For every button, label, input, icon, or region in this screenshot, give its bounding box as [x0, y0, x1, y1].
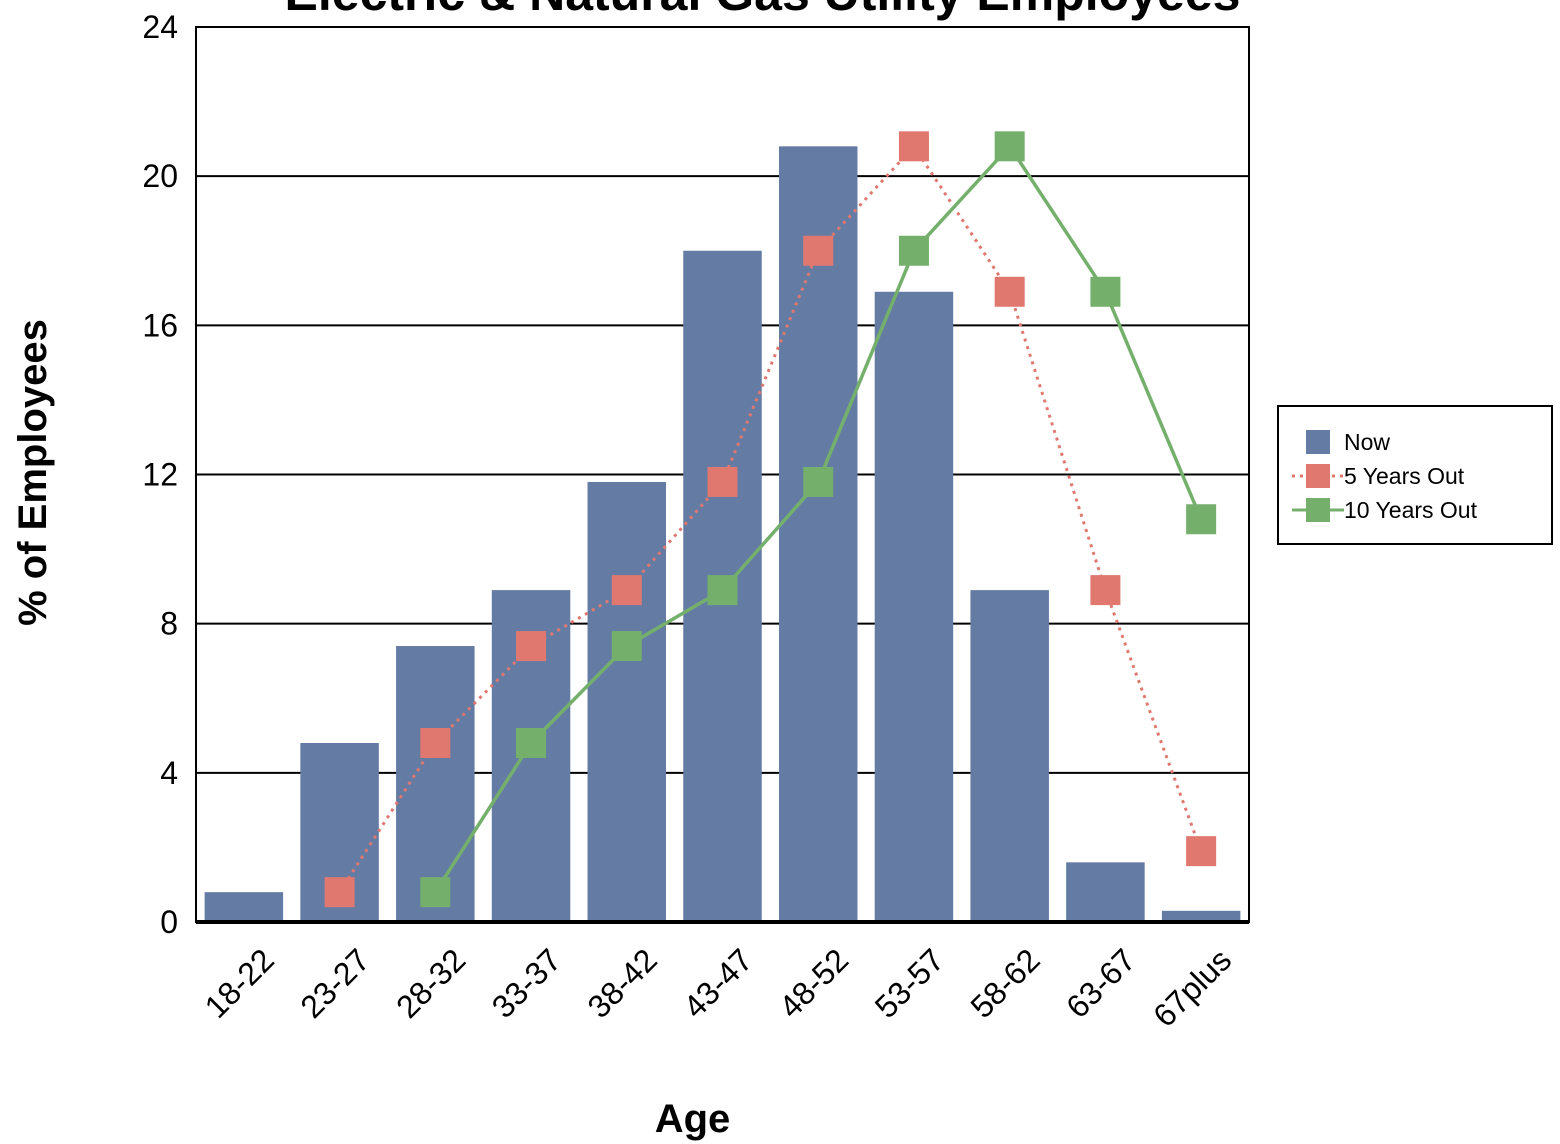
y-axis-title: % of Employees [11, 319, 55, 626]
line-series [324, 131, 1217, 908]
bar [1161, 910, 1241, 922]
data-point-marker [1186, 836, 1217, 867]
bar [587, 481, 667, 922]
legend-swatch [1306, 430, 1330, 454]
data-point-marker [707, 466, 738, 497]
x-axis-title: Age [655, 1097, 731, 1141]
x-tick-label: 63-67 [1059, 942, 1142, 1025]
x-tick-label: 18-22 [198, 942, 281, 1025]
x-tick-labels: 18-22 23-27 28-32 33-37 38-42 43-47 48-52 53-57… [198, 942, 1239, 1034]
x-tick-label: 23-27 [293, 942, 376, 1025]
data-point-marker [1090, 276, 1121, 307]
y-tick-label: 12 [142, 457, 178, 493]
legend-label: Now [1344, 429, 1390, 455]
data-point-marker [803, 466, 834, 497]
data-point-marker [707, 575, 738, 606]
legend-label: 10 Years Out [1344, 497, 1478, 523]
legend: Now 5 Years Out 10 Years Out [1277, 405, 1553, 545]
data-point-marker [898, 131, 929, 162]
data-point-marker [611, 575, 642, 606]
data-point-marker [1186, 504, 1217, 535]
x-tick-label: 43-47 [676, 942, 759, 1025]
x-tick-label: 38-42 [581, 942, 664, 1025]
legend-swatch [1306, 498, 1330, 522]
x-tick-label: 28-32 [389, 942, 472, 1025]
bar [778, 146, 858, 923]
y-tick-label: 4 [160, 755, 178, 791]
y-tick-label: 0 [160, 904, 178, 940]
y-tick-label: 24 [142, 9, 178, 45]
x-tick-label: 67plus [1146, 942, 1238, 1034]
data-point-marker [898, 235, 929, 266]
data-point-marker [516, 631, 547, 662]
y-tick-label: 16 [142, 307, 178, 343]
y-tick-label: 20 [142, 158, 178, 194]
bar [204, 892, 284, 922]
y-tick-labels: 0 4 8 12 16 20 24 [142, 9, 178, 940]
bar [1066, 862, 1145, 922]
x-tick-label: 48-52 [772, 942, 855, 1025]
data-point-marker [803, 235, 834, 266]
x-tick-label: 58-62 [963, 942, 1046, 1025]
data-point-marker [994, 276, 1025, 307]
bar [970, 590, 1049, 922]
data-point-marker [611, 631, 642, 662]
bar [874, 291, 954, 922]
data-point-marker [420, 728, 451, 758]
x-tick-label: 53-57 [868, 942, 951, 1025]
legend-label: 5 Years Out [1344, 463, 1465, 489]
chart-title: Electric & Natural Gas Utility Employees [285, 0, 1241, 21]
y-tick-label: 8 [160, 606, 178, 642]
data-point-marker [994, 131, 1025, 162]
x-tick-label: 33-37 [485, 942, 568, 1025]
data-point-marker [1090, 575, 1121, 606]
legend-swatch [1306, 464, 1330, 488]
data-point-marker [420, 877, 451, 908]
bar-series [204, 146, 1241, 923]
data-point-marker [324, 877, 355, 908]
data-point-marker [516, 728, 547, 758]
